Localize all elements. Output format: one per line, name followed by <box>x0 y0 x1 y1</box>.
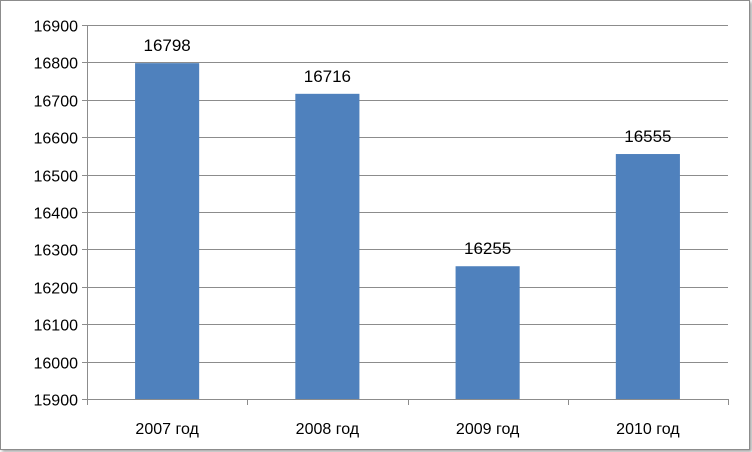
x-tick-labels: 2007 год 2008 год 2009 год 2010 год <box>135 421 680 438</box>
data-label-2: 16716 <box>304 67 351 86</box>
y-tick-label: 15900 <box>34 393 79 410</box>
axes <box>82 25 729 405</box>
y-tick-label: 16800 <box>34 56 79 73</box>
bar-1 <box>135 63 200 399</box>
y-tick-label: 16000 <box>34 356 79 373</box>
bars <box>135 63 680 399</box>
x-tick-label-2: 2008 год <box>296 421 360 438</box>
y-tick-label: 16200 <box>34 281 79 298</box>
y-tick-label: 16600 <box>34 131 79 148</box>
bar-3 <box>455 266 520 399</box>
y-tick-labels: 15900 16000 16100 16200 16300 16400 16500 16600… <box>34 19 79 410</box>
y-tick-label: 16700 <box>34 94 79 111</box>
x-tick-label-3: 2009 год <box>456 421 520 438</box>
y-tick-label: 16400 <box>34 206 79 223</box>
x-tick-label-4: 2010 год <box>616 421 680 438</box>
data-label-4: 16555 <box>624 127 671 146</box>
y-tick-label: 16300 <box>34 243 79 260</box>
data-labels: 16798 16716 16255 16555 <box>143 36 671 258</box>
bar-2 <box>295 93 360 399</box>
data-label-3: 16255 <box>464 239 511 258</box>
y-tick-label: 16100 <box>34 318 79 335</box>
data-label-1: 16798 <box>143 36 190 55</box>
x-tick-label-1: 2007 год <box>135 421 199 438</box>
y-tick-label: 16500 <box>34 169 79 186</box>
bar-4 <box>615 154 680 399</box>
y-tick-label: 16900 <box>34 19 79 36</box>
